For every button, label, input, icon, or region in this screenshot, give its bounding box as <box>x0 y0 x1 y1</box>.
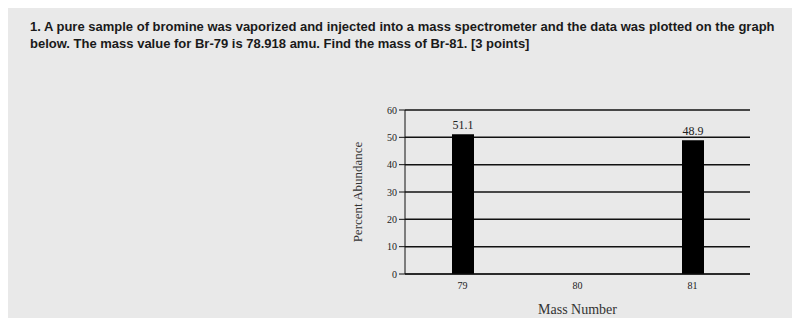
svg-text:50: 50 <box>387 132 397 143</box>
svg-text:80: 80 <box>573 280 583 291</box>
svg-text:20: 20 <box>387 214 397 225</box>
svg-text:Percent Abundance: Percent Abundance <box>350 141 365 242</box>
svg-text:60: 60 <box>387 105 397 116</box>
svg-text:40: 40 <box>387 159 397 170</box>
svg-text:Mass Number: Mass Number <box>538 302 617 317</box>
svg-text:30: 30 <box>387 187 397 198</box>
html-text:1. A pure sample of bromine wa: 1. A pure sample of bromine was vaporize… <box>30 19 775 51</box>
svg-text:51.1: 51.1 <box>453 118 474 132</box>
svg-text:79: 79 <box>458 280 468 291</box>
svg-text:0: 0 <box>392 269 397 280</box>
svg-text:48.9: 48.9 <box>683 124 704 138</box>
svg-text:10: 10 <box>387 241 397 252</box>
svg-text:81: 81 <box>688 280 698 291</box>
